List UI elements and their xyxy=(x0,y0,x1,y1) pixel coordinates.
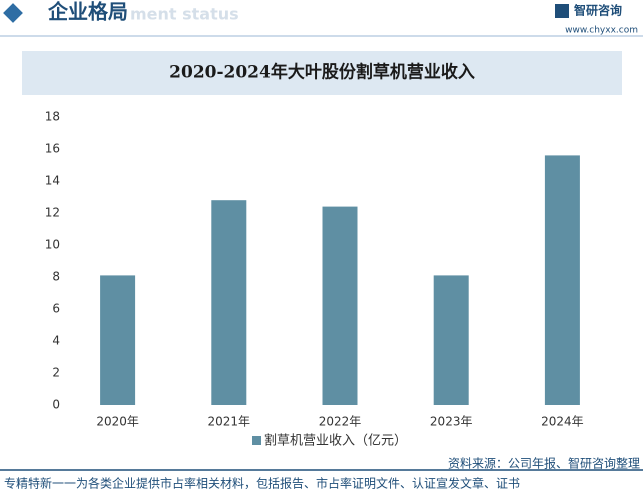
bar xyxy=(433,275,469,405)
brand-url: www.chyxx.com xyxy=(565,26,638,36)
brand-name: 智研咨询 xyxy=(573,3,622,18)
x-tick-label: 2021年 xyxy=(208,415,251,429)
x-tick-label: 2024年 xyxy=(541,415,584,429)
bar xyxy=(544,155,580,405)
title-box xyxy=(22,51,622,95)
chart-title: 2020-2024年大叶股份割草机营业收入 xyxy=(169,62,475,83)
x-tick-label: 2020年 xyxy=(96,415,139,429)
x-tick-label: 2022年 xyxy=(319,415,362,429)
source: 资料来源：公司年报、智研咨询整理 xyxy=(448,456,640,471)
y-tick-label: 4 xyxy=(52,334,60,348)
brand-logo xyxy=(555,4,569,18)
y-tick-label: 0 xyxy=(52,398,60,412)
x-tick-label: 2023年 xyxy=(430,415,473,429)
header-title: 企业格局 xyxy=(47,0,128,24)
footer-note: 专精特新一一为各类企业提供市占率相关材料，包括报告、市占率证明文件、认证宣发文章… xyxy=(4,476,520,491)
y-tick-label: 6 xyxy=(52,302,60,316)
y-tick-label: 8 xyxy=(52,270,60,284)
y-tick-label: 16 xyxy=(45,142,60,156)
bar xyxy=(211,200,247,405)
bar xyxy=(322,206,358,405)
y-tick-label: 14 xyxy=(45,174,60,188)
y-tick-label: 2 xyxy=(52,366,60,380)
legend-label: 割草机营业收入（亿元） xyxy=(264,433,407,449)
y-tick-label: 18 xyxy=(45,110,60,124)
header-icon xyxy=(3,3,23,23)
y-tick-label: 12 xyxy=(45,206,60,220)
legend-swatch xyxy=(252,436,261,445)
header-subtitle: ment status xyxy=(130,5,239,24)
bar xyxy=(100,275,136,405)
y-tick-label: 10 xyxy=(45,238,60,252)
